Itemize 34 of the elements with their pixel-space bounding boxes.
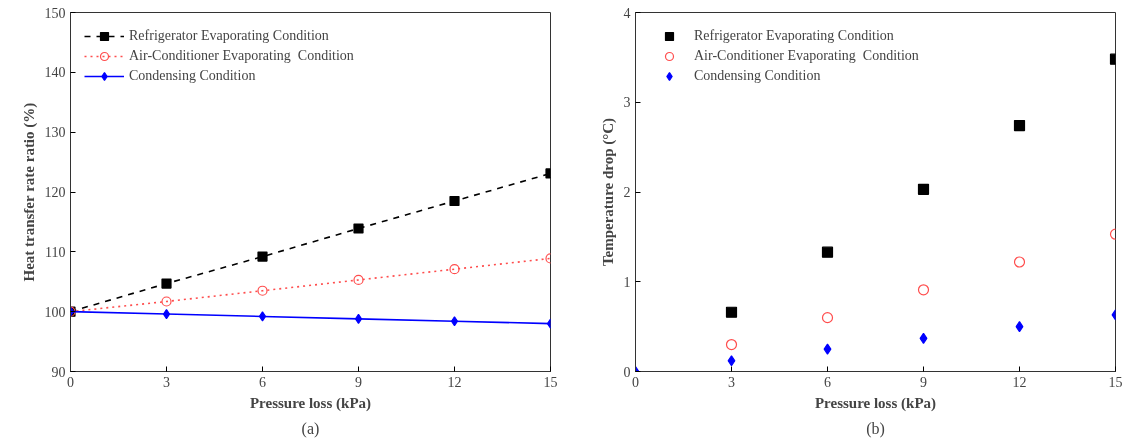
- legend-label: Condensing Condition: [129, 68, 256, 84]
- x-tick-label: 3: [163, 374, 170, 390]
- legend-label: Air-Conditioner Evaporating Condition: [129, 48, 354, 64]
- y-tick-label: 90: [51, 364, 66, 380]
- y-axis-title: Temperature drop (°C): [599, 117, 617, 267]
- x-tick-label: 12: [1012, 374, 1027, 390]
- x-axis-title: Pressure loss (kPa): [814, 394, 937, 412]
- y-tick-label: 140: [44, 65, 66, 81]
- y-tick-label: 0: [623, 364, 631, 380]
- x-tick-label: 6: [824, 374, 831, 390]
- x-tick-label: 3: [728, 374, 735, 390]
- y-tick-label: 3: [623, 95, 631, 111]
- x-tick-label: 9: [920, 374, 927, 390]
- legend-label: Condensing Condition: [694, 68, 821, 84]
- y-tick-label: 1: [623, 274, 631, 290]
- legend-label: Refrigerator Evaporating Condition: [129, 28, 329, 44]
- x-tick-label: 9: [355, 374, 362, 390]
- y-tick-label: 150: [44, 5, 66, 21]
- x-tick-label: 15: [1108, 374, 1123, 390]
- x-axis-title: Pressure loss (kPa): [249, 394, 372, 412]
- text: (a): [301, 419, 320, 438]
- y-tick-label: 2: [623, 185, 631, 200]
- x-tick-label: 15: [543, 374, 558, 390]
- y-tick-label: 110: [45, 244, 66, 260]
- y-tick-label: 4: [623, 5, 631, 21]
- y-tick-label: 130: [44, 125, 66, 141]
- legend-label: Refrigerator Evaporating Condition: [694, 28, 894, 44]
- y-tick-label: 120: [44, 185, 66, 200]
- y-axis-title: Heat transfer rate ratio (%): [20, 102, 38, 282]
- x-tick-label: 6: [259, 374, 266, 390]
- legend-label: Air-Conditioner Evaporating Condition: [694, 48, 919, 64]
- x-tick-label: 12: [447, 374, 462, 390]
- y-tick-label: 100: [44, 304, 66, 320]
- text: (b): [866, 419, 885, 438]
